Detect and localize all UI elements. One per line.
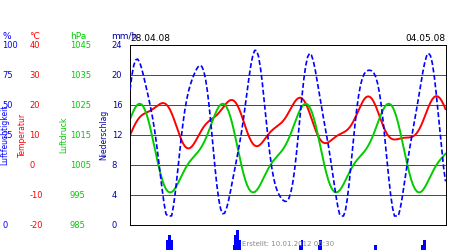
Bar — [234, 235, 237, 250]
Text: 100: 100 — [2, 40, 18, 50]
Text: 28.04.08: 28.04.08 — [130, 34, 170, 43]
Text: mm/h: mm/h — [112, 32, 138, 41]
Bar — [238, 240, 241, 250]
Text: 20: 20 — [112, 70, 122, 80]
Text: 1035: 1035 — [70, 70, 91, 80]
Bar — [320, 240, 322, 250]
Text: hPa: hPa — [70, 32, 86, 41]
Bar — [374, 245, 377, 250]
Text: 0: 0 — [112, 220, 117, 230]
Text: 16: 16 — [112, 100, 122, 110]
Text: Niederschlag: Niederschlag — [99, 110, 108, 160]
Text: Luftfeuchtigkeit: Luftfeuchtigkeit — [0, 105, 9, 165]
Bar — [318, 245, 320, 250]
Text: %: % — [2, 32, 11, 41]
Text: 30: 30 — [29, 70, 40, 80]
Text: 10: 10 — [29, 130, 40, 140]
Text: 0: 0 — [29, 160, 35, 170]
Text: Temperatur: Temperatur — [18, 113, 27, 157]
Text: 20: 20 — [29, 100, 40, 110]
Bar — [170, 240, 173, 250]
Bar — [301, 240, 303, 250]
Text: -10: -10 — [29, 190, 43, 200]
Text: 25: 25 — [2, 130, 13, 140]
Text: 04.05.08: 04.05.08 — [405, 34, 446, 43]
Text: 4: 4 — [112, 190, 117, 200]
Text: Erstellt: 10.01.2012 06:30: Erstellt: 10.01.2012 06:30 — [242, 242, 334, 248]
Text: °C: °C — [29, 32, 40, 41]
Text: 40: 40 — [29, 40, 40, 50]
Text: -20: -20 — [29, 220, 43, 230]
Text: 24: 24 — [112, 40, 122, 50]
Bar — [233, 245, 235, 250]
Bar — [236, 230, 239, 250]
Bar — [299, 245, 302, 250]
Text: 1045: 1045 — [70, 40, 91, 50]
Text: 12: 12 — [112, 130, 122, 140]
Text: 1025: 1025 — [70, 100, 91, 110]
Bar — [421, 245, 424, 250]
Bar — [166, 240, 169, 250]
Text: 985: 985 — [70, 220, 86, 230]
Text: 1005: 1005 — [70, 160, 91, 170]
Bar — [168, 235, 171, 250]
Text: Luftdruck: Luftdruck — [59, 117, 68, 153]
Text: 1015: 1015 — [70, 130, 91, 140]
Text: 75: 75 — [2, 70, 13, 80]
Text: 0: 0 — [2, 220, 8, 230]
Text: 8: 8 — [112, 160, 117, 170]
Bar — [423, 240, 426, 250]
Text: 50: 50 — [2, 100, 13, 110]
Text: 995: 995 — [70, 190, 86, 200]
